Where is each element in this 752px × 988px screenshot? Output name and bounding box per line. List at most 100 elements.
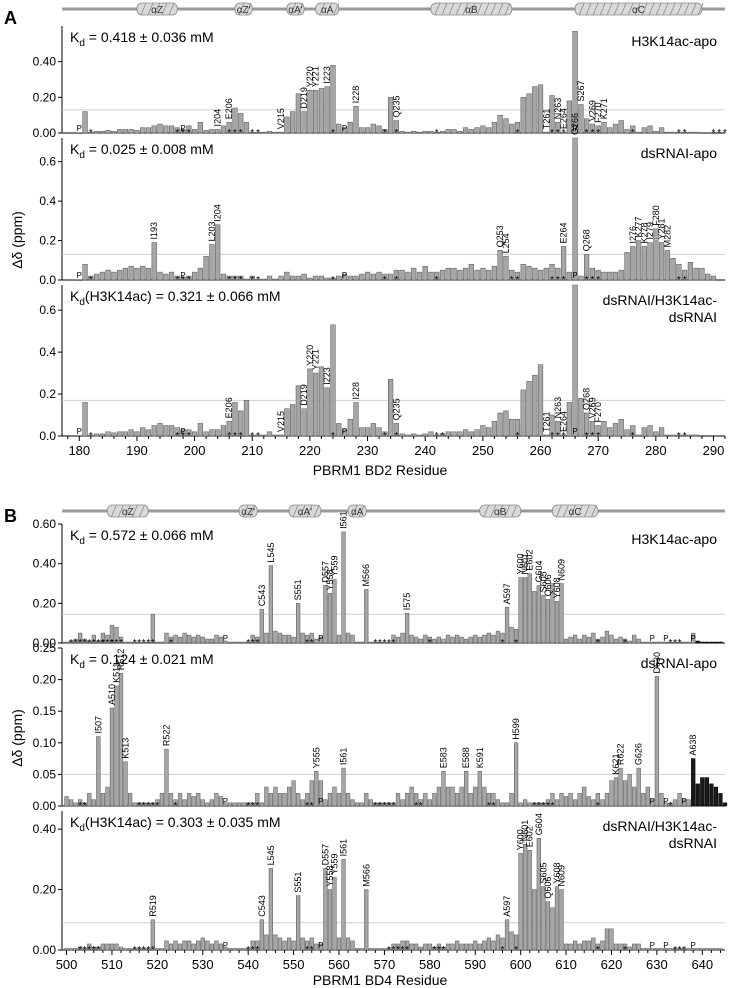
- bar: [180, 129, 186, 134]
- bar: [286, 634, 292, 644]
- bar: [314, 943, 319, 951]
- y-tick-label: 0.20: [33, 596, 57, 610]
- bar: [273, 786, 278, 807]
- unassigned-marker: *: [683, 275, 687, 286]
- bar: [477, 943, 482, 951]
- unassigned-marker: *: [246, 638, 250, 649]
- bar: [693, 131, 699, 134]
- bar: [549, 95, 555, 134]
- bar: [577, 943, 582, 951]
- bar: [264, 632, 269, 644]
- bar: [347, 418, 353, 437]
- bar: [209, 638, 214, 644]
- bar: [445, 634, 451, 644]
- bar: [670, 258, 676, 281]
- unassigned-marker: *: [387, 945, 391, 956]
- bar: [468, 636, 473, 644]
- bar: [418, 799, 423, 807]
- bar: [118, 636, 124, 644]
- y-tick-label: 0.10: [33, 736, 57, 750]
- bar: [241, 641, 246, 644]
- residue-label: R622: [616, 744, 626, 766]
- bar: [659, 641, 664, 644]
- bar: [462, 267, 469, 281]
- bar: [491, 634, 496, 644]
- unassigned-marker: *: [101, 638, 105, 649]
- unassigned-marker: *: [256, 128, 260, 139]
- bar: [632, 943, 637, 951]
- unassigned-marker: *: [432, 945, 436, 956]
- bar: [105, 786, 110, 807]
- unassigned-marker: *: [233, 275, 237, 286]
- helix-stripe: [290, 2, 297, 16]
- bar: [520, 97, 526, 134]
- bar: [527, 802, 532, 807]
- y-tick-label: 0.25: [33, 641, 57, 655]
- proline-marker: P: [180, 271, 185, 280]
- bar: [345, 793, 351, 807]
- bar: [545, 901, 551, 951]
- bar: [155, 799, 160, 807]
- bar: [272, 278, 278, 281]
- bar: [399, 433, 405, 437]
- residue-label: Q235: [391, 398, 401, 420]
- bar: [468, 263, 474, 281]
- unassigned-marker: *: [110, 638, 114, 649]
- unassigned-marker: *: [78, 638, 82, 649]
- proline-marker: P: [223, 634, 228, 643]
- residue-label: Y559: [329, 556, 339, 577]
- bar: [704, 948, 709, 951]
- bar: [695, 948, 700, 951]
- unassigned-marker: *: [256, 431, 260, 442]
- bar: [99, 271, 105, 281]
- bar: [68, 948, 74, 951]
- bar: [309, 780, 314, 807]
- bar: [114, 943, 119, 951]
- bar: [82, 111, 88, 134]
- bar: [347, 275, 353, 281]
- bar: [664, 434, 670, 437]
- unassigned-marker: *: [590, 275, 594, 286]
- bar: [255, 434, 261, 437]
- bar: [618, 767, 623, 807]
- helix-stripe: [455, 2, 462, 16]
- bar: [536, 837, 541, 951]
- x-tick-label: 580: [419, 957, 441, 972]
- bar: [405, 434, 411, 437]
- bar: [601, 421, 607, 437]
- ss-helix: αZ': [234, 2, 253, 16]
- bar: [600, 940, 605, 951]
- x-tick-label: 590: [464, 957, 486, 972]
- bar: [600, 799, 605, 807]
- unassigned-marker: *: [246, 801, 250, 812]
- bar: [647, 242, 653, 281]
- bar: [373, 641, 378, 644]
- bar: [232, 948, 237, 951]
- ss-track-a: αZ αZ' αA' αA αB αC: [62, 2, 725, 16]
- unassigned-marker: *: [515, 128, 519, 139]
- bar: [682, 131, 688, 134]
- helix-stripe: [599, 2, 606, 16]
- kd-subscript: d: [79, 297, 85, 308]
- bar: [191, 129, 198, 134]
- bar: [718, 793, 723, 807]
- proline-marker: P: [691, 941, 696, 950]
- residue-label: A510: [107, 684, 117, 705]
- helix-stripe: [676, 2, 683, 16]
- bar: [164, 632, 169, 644]
- bar: [468, 793, 473, 807]
- residue-label: C543: [257, 895, 267, 917]
- helix-stripe: [469, 2, 476, 16]
- bar: [264, 786, 269, 807]
- condition-label: dsRNAI: [669, 835, 717, 851]
- bar: [682, 799, 687, 807]
- bar: [459, 636, 464, 644]
- bar: [341, 531, 346, 644]
- bar: [434, 131, 440, 134]
- unassigned-marker: *: [89, 275, 93, 286]
- helix-stripe: [570, 504, 576, 518]
- x-axis-label-b: PBRM1 BD4 Residue: [313, 972, 448, 988]
- y-tick-label: 0.4: [39, 345, 56, 359]
- bar: [482, 786, 487, 807]
- residue-label: S605: [538, 863, 548, 884]
